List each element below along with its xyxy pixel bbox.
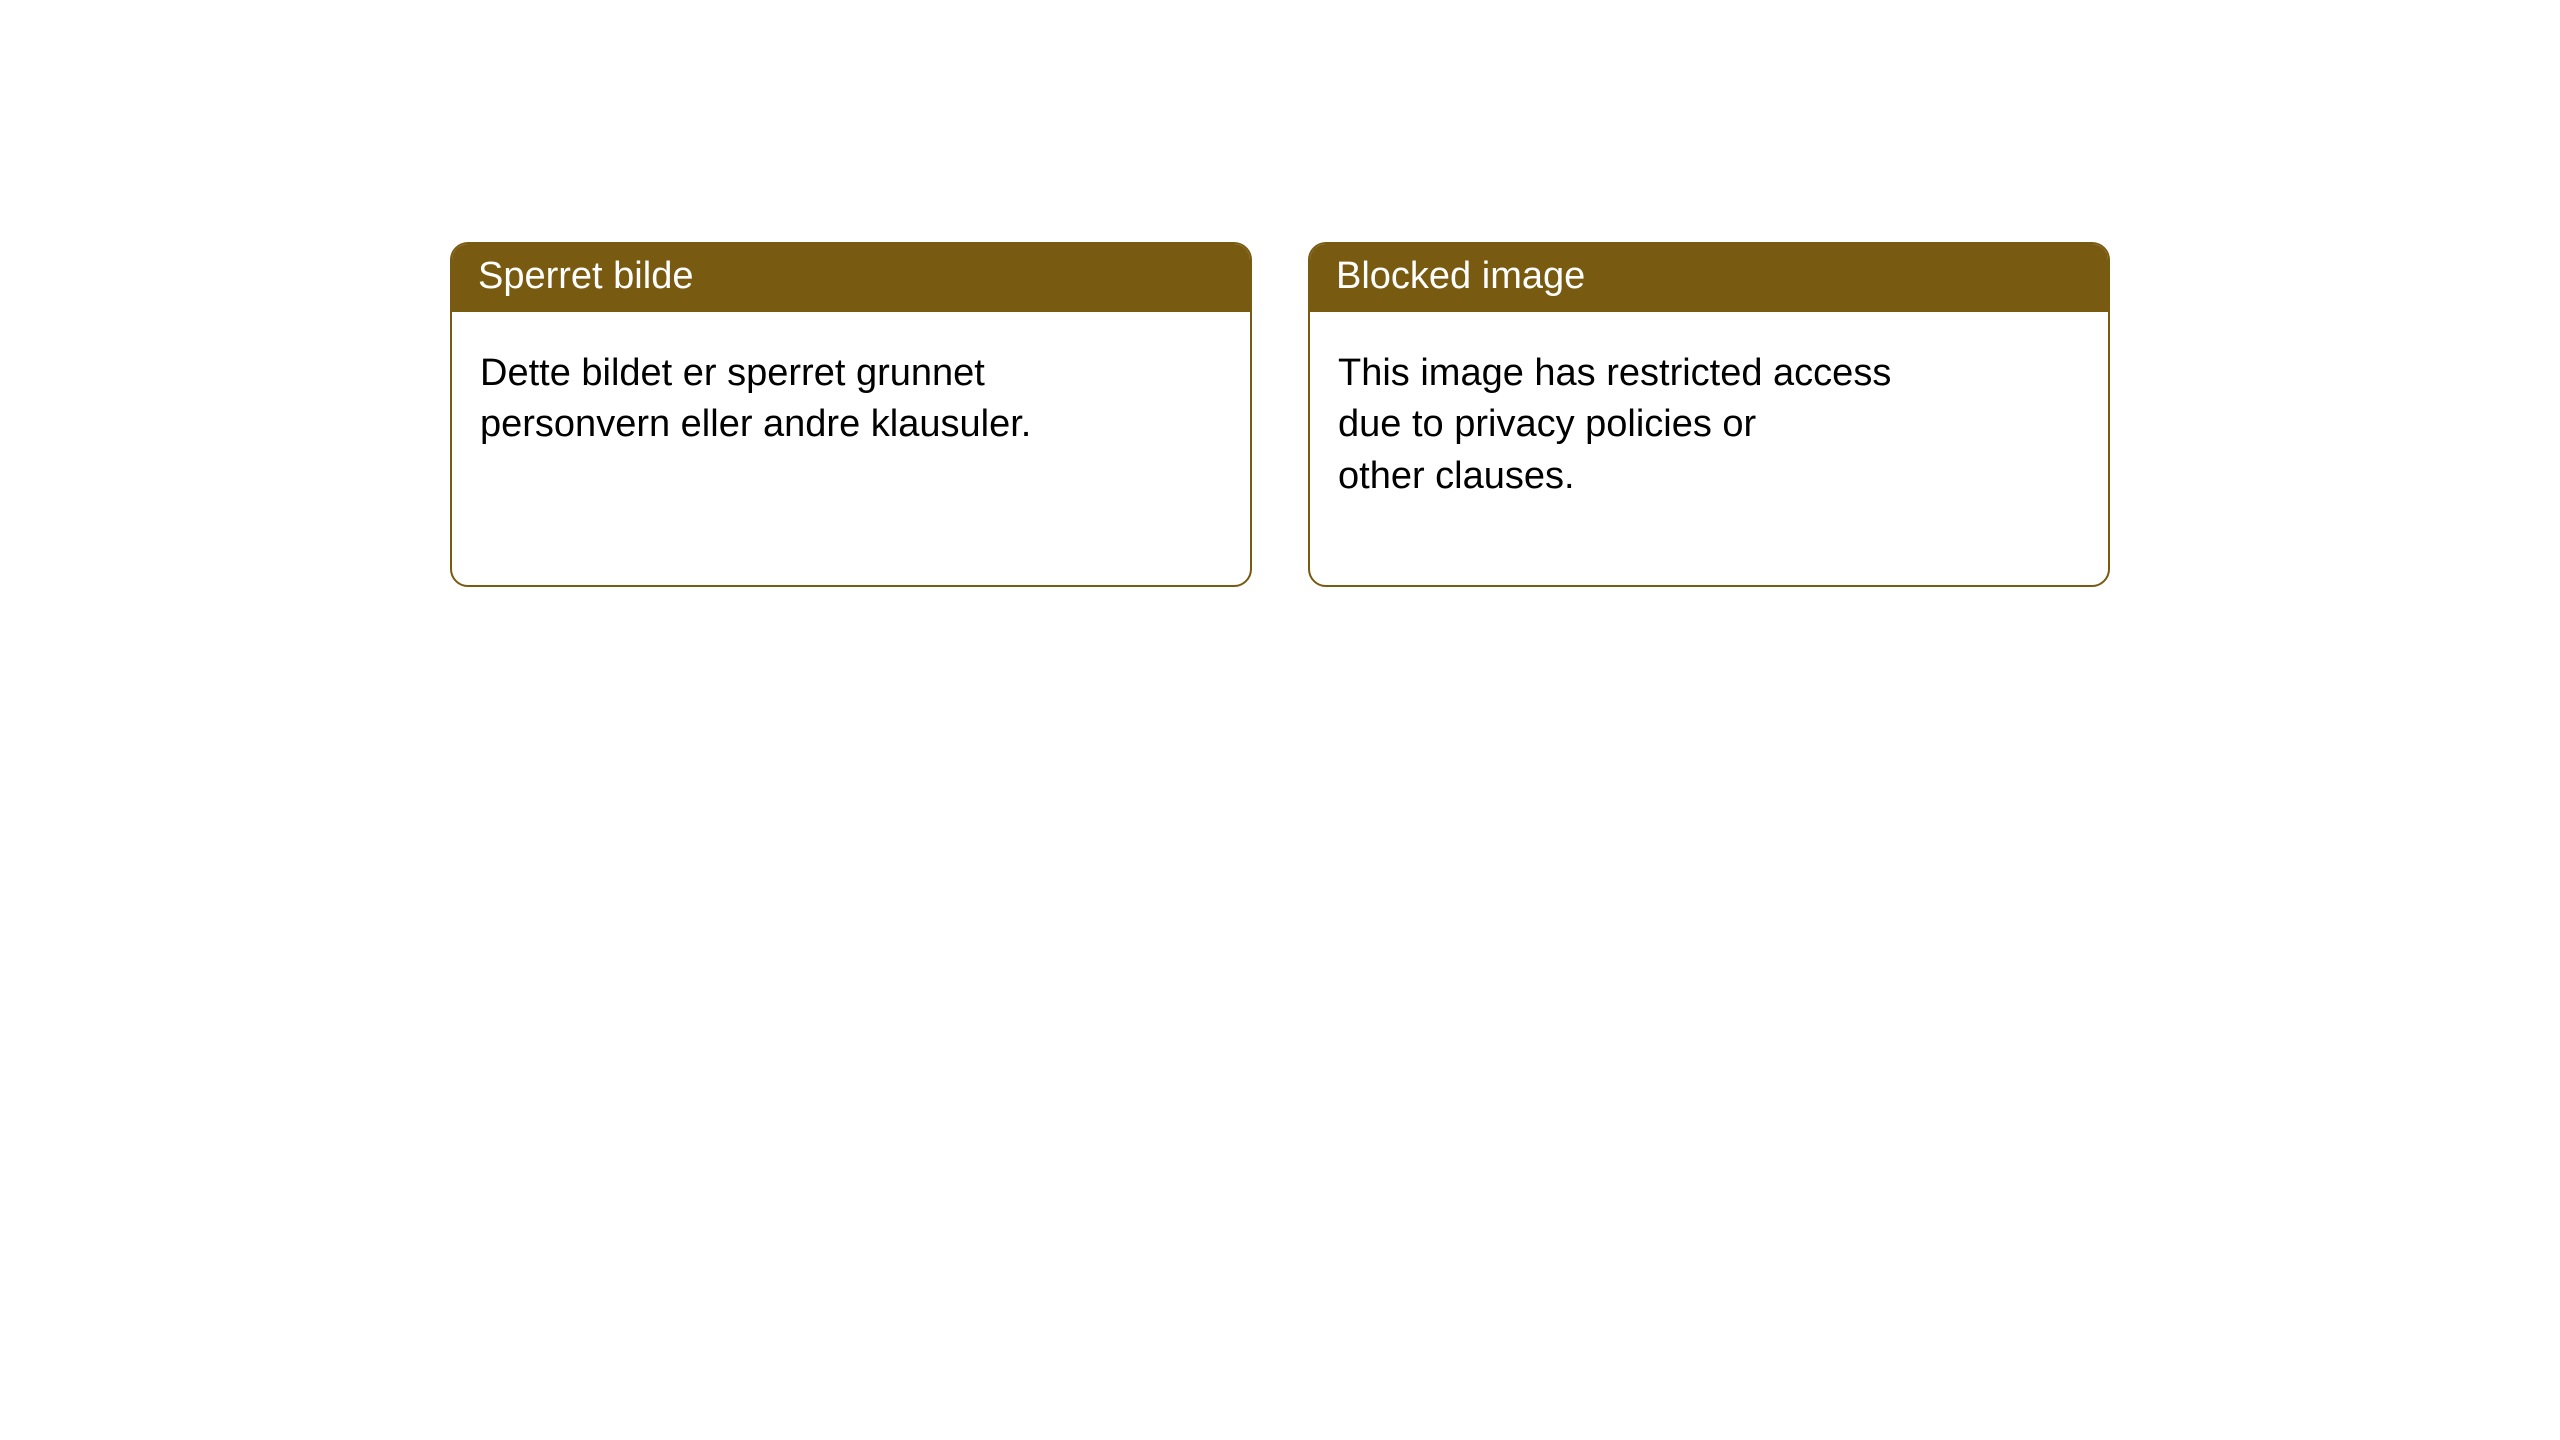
notice-card-title: Blocked image bbox=[1310, 244, 2108, 312]
notice-card-english: Blocked image This image has restricted … bbox=[1308, 242, 2110, 587]
notice-card-body: Dette bildet er sperret grunnet personve… bbox=[452, 312, 1250, 533]
notice-card-norwegian: Sperret bilde Dette bildet er sperret gr… bbox=[450, 242, 1252, 587]
notice-card-title: Sperret bilde bbox=[452, 244, 1250, 312]
notice-container: Sperret bilde Dette bildet er sperret gr… bbox=[0, 0, 2560, 587]
notice-card-body: This image has restricted access due to … bbox=[1310, 312, 2108, 585]
